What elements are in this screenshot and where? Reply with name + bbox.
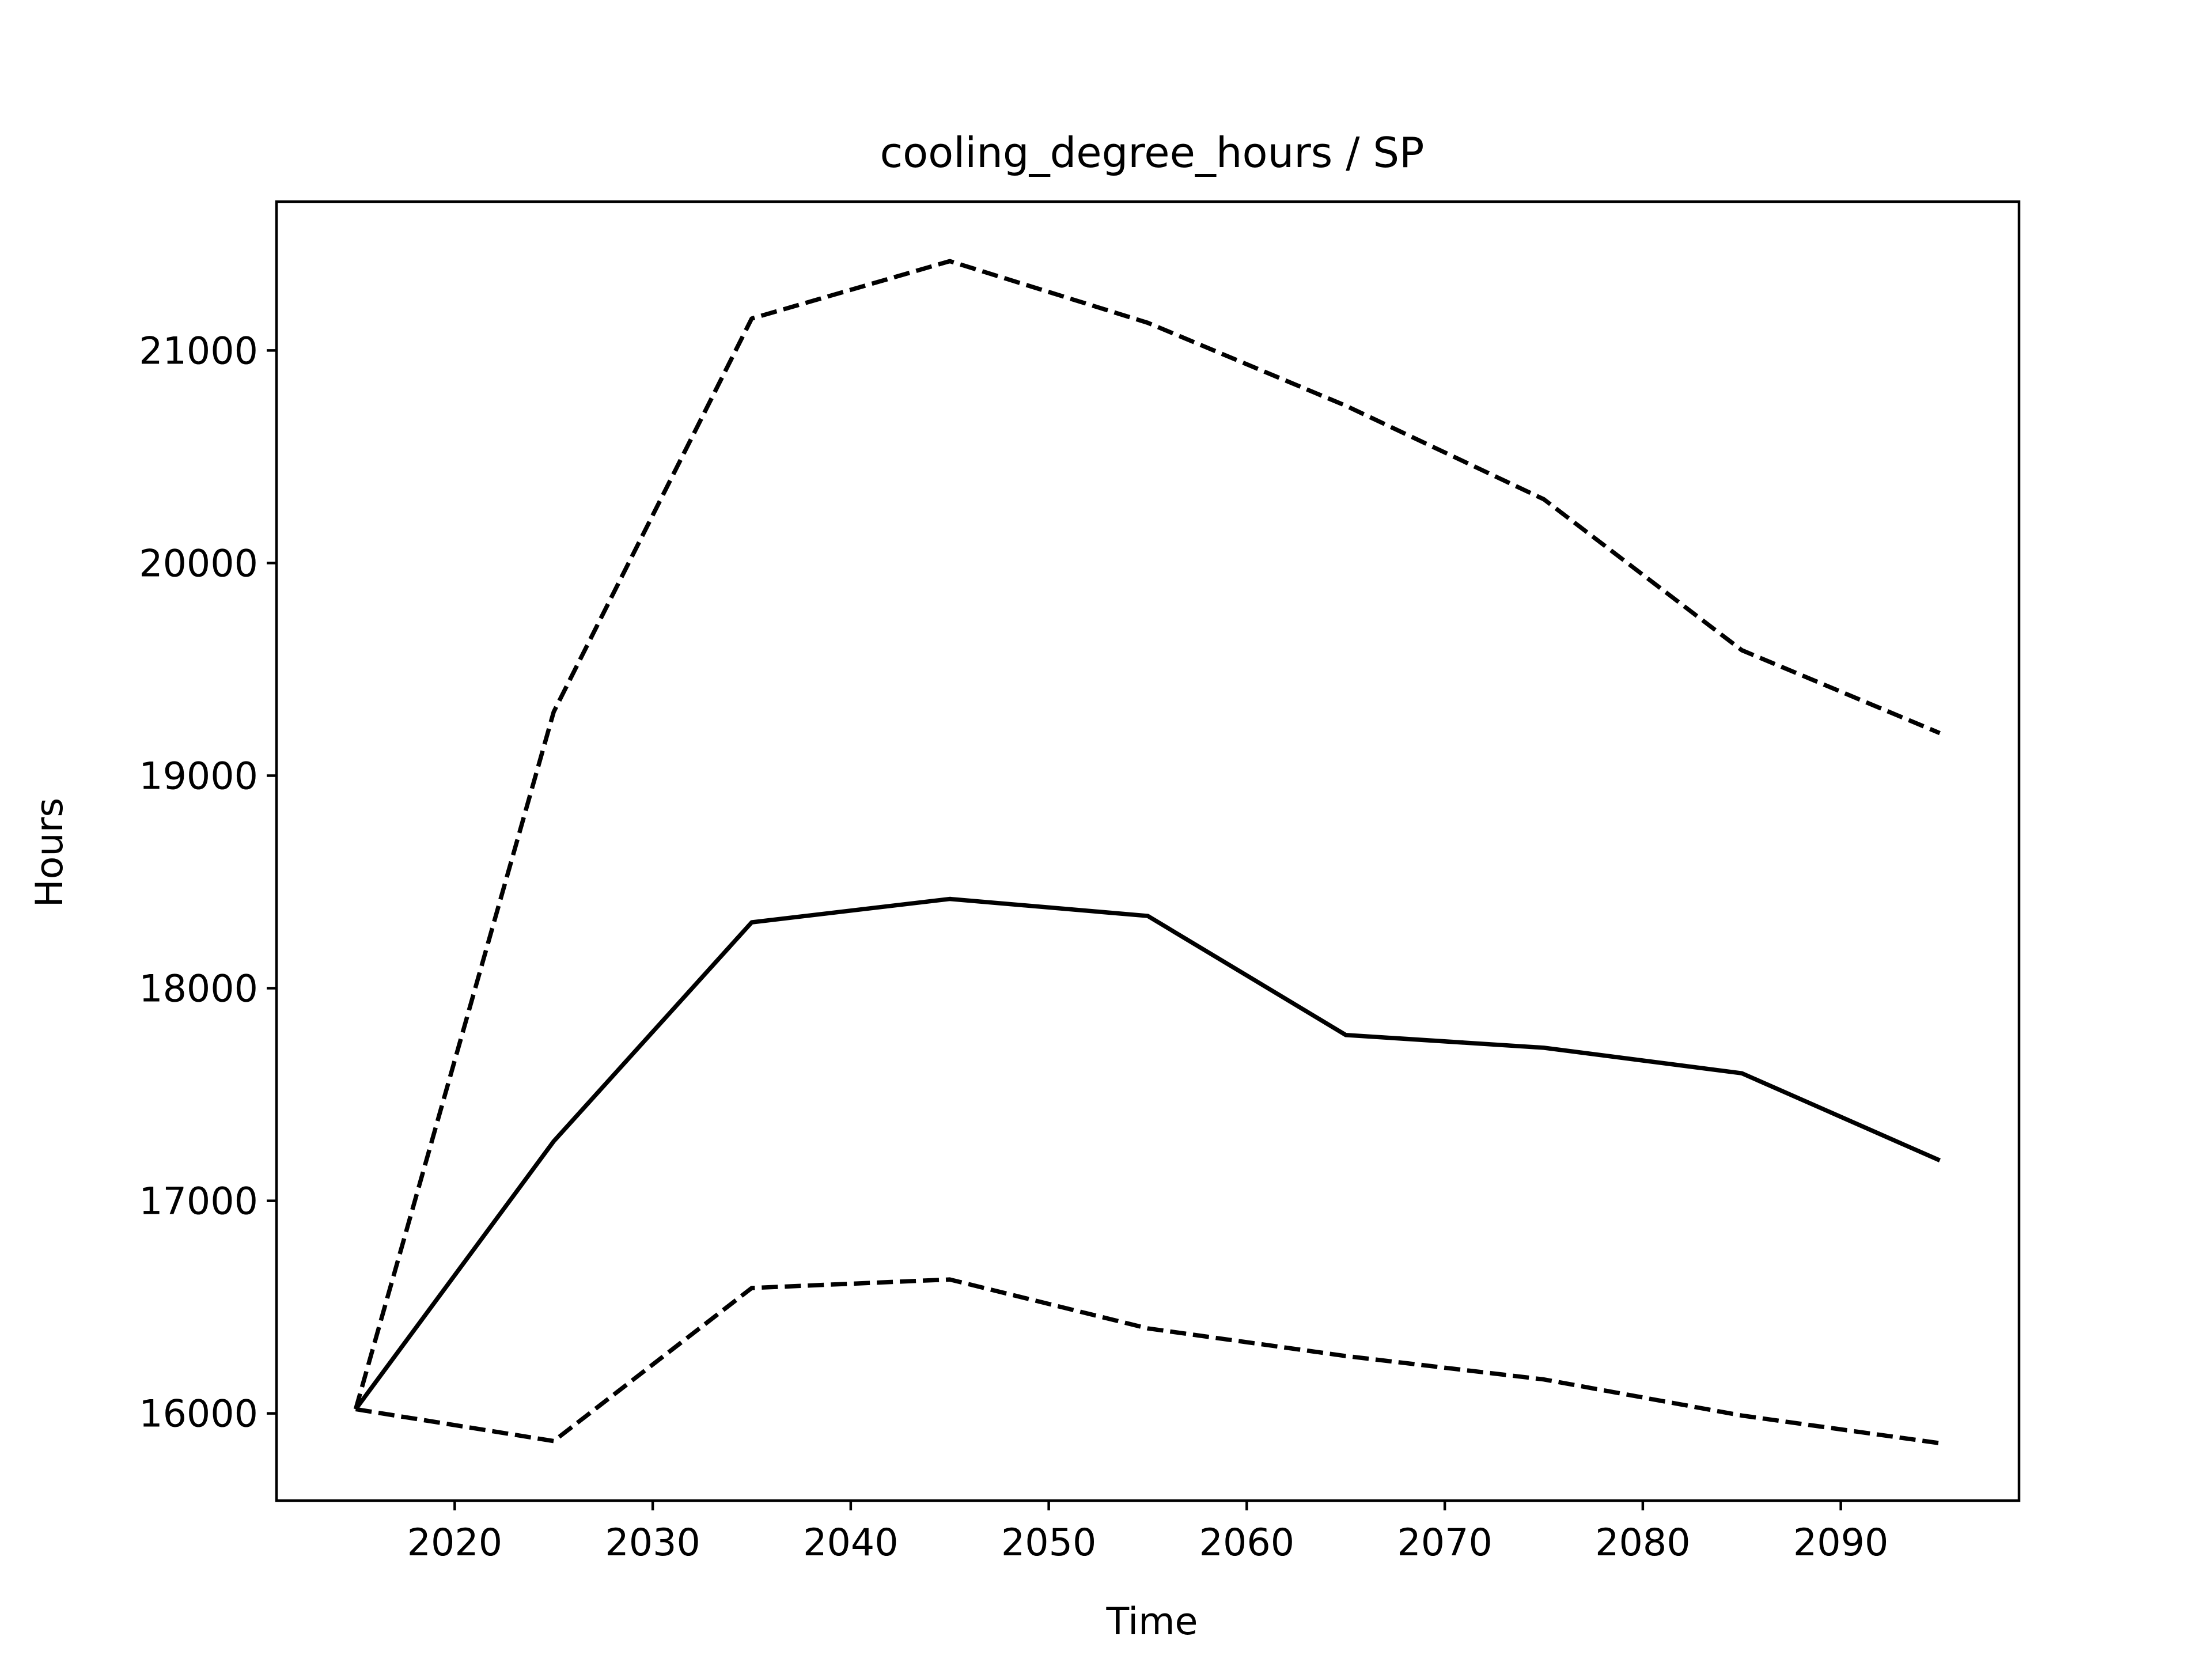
y-axis-label: Hours xyxy=(28,798,71,907)
y-tick-label: 19000 xyxy=(139,755,258,798)
x-axis-label: Time xyxy=(1105,1600,1198,1643)
x-tick-label: 2070 xyxy=(1397,1521,1492,1565)
x-tick-label: 2040 xyxy=(803,1521,898,1565)
y-tick-label: 20000 xyxy=(139,542,258,585)
x-tick-label: 2080 xyxy=(1595,1521,1690,1565)
solid-series-line-2 xyxy=(354,896,1941,1411)
x-tick-label: 2050 xyxy=(1001,1521,1096,1565)
x-tick-label: 2060 xyxy=(1199,1521,1294,1565)
y-tick-label: 17000 xyxy=(139,1180,258,1224)
y-tick-label: 18000 xyxy=(139,968,258,1011)
x-tick-label: 2020 xyxy=(407,1521,502,1565)
x-axis: 2020 2030 2040 2050 2060 2070 2080 2090 xyxy=(407,1501,1888,1565)
dashed-series-line-3 xyxy=(355,1277,1941,1446)
plot-frame xyxy=(275,200,2021,1502)
dashed-series-line-1 xyxy=(353,259,1941,1410)
y-axis: 16000 17000 18000 19000 20000 21000 xyxy=(139,329,276,1436)
y-tick-label: 16000 xyxy=(139,1393,258,1436)
chart-title: cooling_degree_hours / SP xyxy=(880,128,1425,177)
y-tick-label: 21000 xyxy=(139,329,258,373)
x-tick-label: 2030 xyxy=(605,1521,700,1565)
series-layer xyxy=(353,259,1941,1446)
x-tick-label: 2090 xyxy=(1793,1521,1888,1565)
